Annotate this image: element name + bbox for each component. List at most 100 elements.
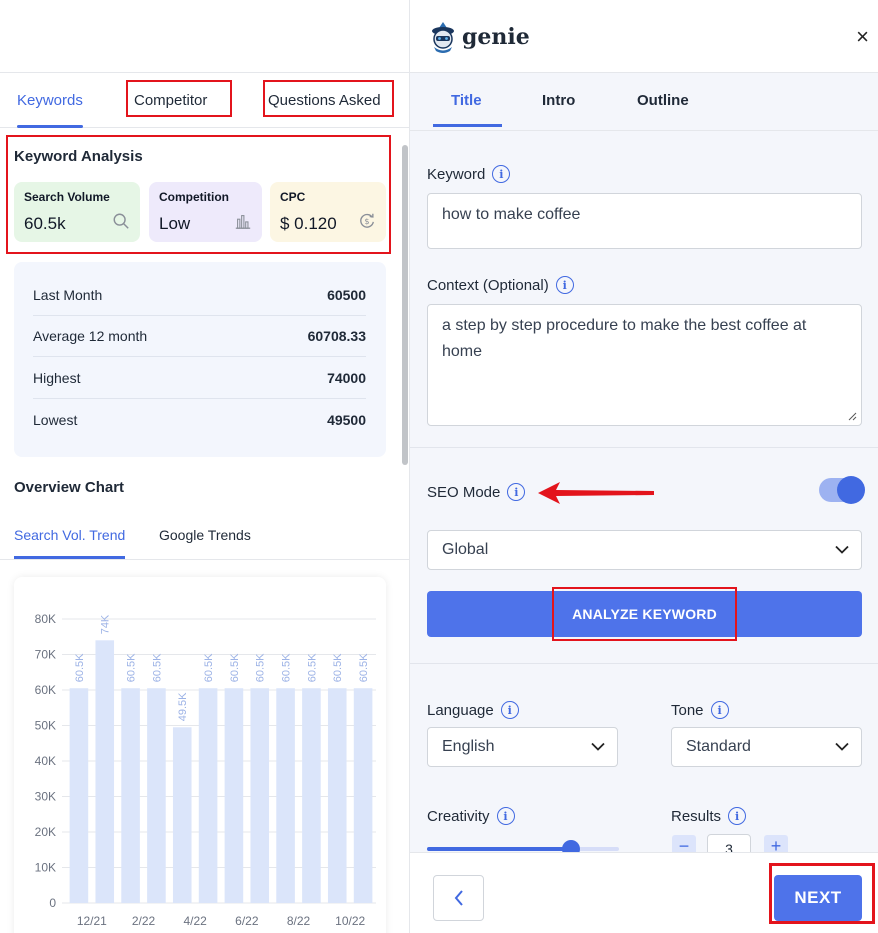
close-icon[interactable]: × <box>856 24 869 49</box>
context-label: Context (Optional) i <box>427 276 574 294</box>
select-value: Global <box>442 541 489 558</box>
panel-footer: NEXT <box>410 852 878 933</box>
title-form: Keyword i how to make coffee Context (Op… <box>410 130 878 864</box>
region-select[interactable]: Global <box>427 530 862 570</box>
data-label: 60.5K <box>281 653 293 682</box>
bar <box>250 688 270 903</box>
y-tick-label: 60K <box>35 683 56 697</box>
card-label: CPC <box>280 190 306 204</box>
creativity-slider[interactable] <box>427 840 619 858</box>
field-label: Context (Optional) <box>427 276 549 294</box>
bar <box>302 688 321 903</box>
tab-google-trends[interactable]: Google Trends <box>159 512 251 558</box>
chevron-down-icon <box>835 742 849 751</box>
tone-label: Tone i <box>671 701 729 719</box>
field-label: SEO Mode <box>427 483 501 501</box>
y-tick-label: 30K <box>35 790 56 804</box>
x-tick-label: 12/21 <box>77 914 107 928</box>
y-tick-label: 80K <box>35 612 56 626</box>
tab-title[interactable]: Title <box>433 73 502 127</box>
seo-mode-toggle[interactable] <box>819 476 865 504</box>
back-button[interactable] <box>433 875 484 921</box>
y-tick-label: 0 <box>49 896 56 910</box>
bar-chart: 0 10K 20K 30K 40K 50K 60K 70K 80K 60.5K 74K 60.5K 60… <box>35 612 376 928</box>
stat-label: Highest <box>33 370 81 386</box>
bar <box>121 688 140 903</box>
data-label: 60.5K <box>255 653 267 682</box>
info-icon[interactable]: i <box>496 807 515 825</box>
keyword-panel: Keywords Competitor Questions Asked Keyw… <box>0 0 409 933</box>
tab-keywords[interactable]: Keywords <box>17 73 83 128</box>
x-tick-label: 10/22 <box>335 914 365 928</box>
genie-panel: genie × Title Intro Outline Keyword i ho… <box>409 0 878 933</box>
y-tick-label: 40K <box>35 754 56 768</box>
stat-label: Last Month <box>33 287 103 303</box>
tab-competitor-label: Competitor <box>134 91 208 109</box>
results-label: Results i <box>671 807 747 825</box>
data-label: 60.5K <box>203 653 215 682</box>
toggle-knob <box>837 476 865 504</box>
stat-label: Lowest <box>33 411 78 428</box>
brand-logo: genie <box>428 20 530 54</box>
info-icon[interactable]: i <box>507 483 526 501</box>
left-tab-bar: Keywords Competitor Questions Asked <box>0 72 409 128</box>
chevron-down-icon <box>591 742 605 751</box>
y-tick-label: 10K <box>35 861 56 875</box>
stat-value: 60708.33 <box>307 328 366 344</box>
tab-search-vol-trend[interactable]: Search Vol. Trend <box>14 512 126 559</box>
tab-intro[interactable]: Intro <box>542 73 575 127</box>
overview-chart-title: Overview Chart <box>14 479 125 496</box>
red-arrow-annotation <box>538 482 654 504</box>
data-label: 74K <box>100 614 112 634</box>
bar <box>353 688 373 903</box>
data-label: 60.5K <box>229 653 241 682</box>
info-icon[interactable]: i <box>710 701 729 719</box>
search-volume-chart: 0 10K 20K 30K 40K 50K 60K 70K 80K 60.5K 74K 60.5K 60… <box>14 577 386 933</box>
keyword-input[interactable]: how to make coffee <box>427 193 862 249</box>
info-icon[interactable]: i <box>728 807 747 825</box>
left-scrollbar-thumb[interactable] <box>402 145 408 465</box>
data-label: 60.5K <box>358 653 370 682</box>
results-decrement-button[interactable]: − <box>672 835 696 857</box>
info-icon[interactable]: i <box>500 701 519 719</box>
tab-label: Outline <box>637 91 689 109</box>
tab-active-indicator <box>14 556 126 559</box>
tab-competitor[interactable]: Competitor <box>134 73 207 127</box>
bar <box>172 727 192 903</box>
results-increment-button[interactable]: + <box>764 835 788 857</box>
y-tick-label: 70K <box>35 648 56 662</box>
x-tick-label: 8/22 <box>287 914 311 928</box>
x-tick-label: 4/22 <box>183 914 207 928</box>
y-tick-label: 50K <box>35 719 56 733</box>
language-select[interactable]: English <box>427 727 618 767</box>
info-icon[interactable]: i <box>555 276 574 294</box>
volume-stats-card: Last Month 60500 Average 12 month 60708.… <box>14 262 386 457</box>
card-value: 60.5k <box>24 214 66 233</box>
stat-row: Average 12 month 60708.33 <box>33 316 366 357</box>
tab-questions-label: Questions Asked <box>268 91 381 109</box>
dollar-refresh-icon: $ <box>360 213 374 228</box>
stat-value: 60500 <box>327 287 366 303</box>
bar <box>327 688 347 903</box>
right-tab-bar: Title Intro Outline <box>410 73 878 129</box>
resize-handle-icon[interactable] <box>847 411 857 421</box>
tab-outline[interactable]: Outline <box>637 73 689 127</box>
info-icon[interactable]: i <box>492 165 511 183</box>
slider-fill <box>427 847 571 851</box>
next-button[interactable]: NEXT <box>774 875 862 921</box>
tone-select[interactable]: Standard <box>671 727 862 767</box>
bar <box>147 688 166 903</box>
bar <box>276 688 295 903</box>
bar <box>198 688 218 903</box>
bar <box>95 640 115 903</box>
stat-row: Last Month 60500 <box>33 275 366 316</box>
tab-questions-asked[interactable]: Questions Asked <box>268 73 381 127</box>
x-tick-label: 6/22 <box>235 914 259 928</box>
card-label: Search Volume <box>24 190 110 204</box>
tab-keywords-label: Keywords <box>17 91 83 109</box>
select-value: Standard <box>686 738 751 755</box>
tab-label: Search Vol. Trend <box>14 527 126 543</box>
analyze-keyword-button[interactable]: ANALYZE KEYWORD <box>427 591 862 637</box>
context-textarea[interactable]: a step by step procedure to make the bes… <box>427 304 862 426</box>
data-label: 60.5K <box>151 653 163 682</box>
